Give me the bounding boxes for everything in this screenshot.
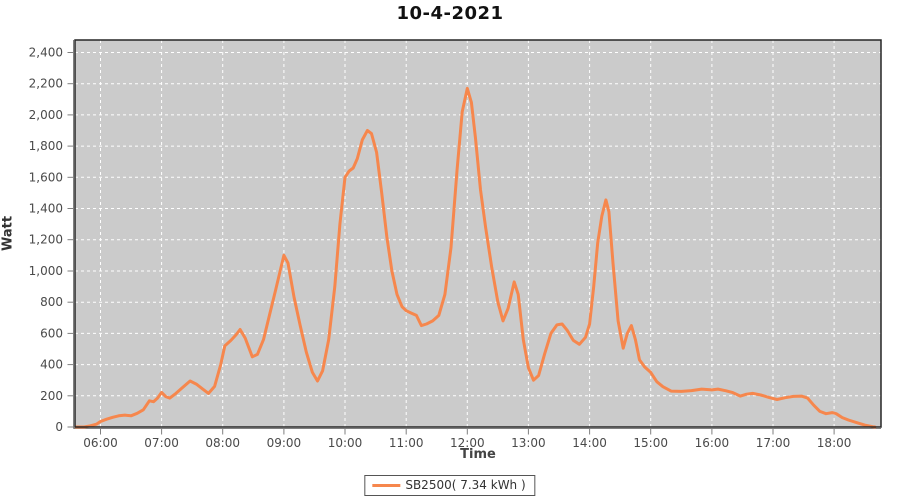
legend-label: SB2500( 7.34 kWh ) xyxy=(405,478,526,492)
x-tick-label: 08:00 xyxy=(205,436,240,450)
y-tick-label: 2,400 xyxy=(29,46,63,60)
y-tick-label: 600 xyxy=(40,326,63,340)
x-tick-label: 16:00 xyxy=(695,436,730,450)
x-tick-label: 11:00 xyxy=(389,436,424,450)
x-tick-label: 10:00 xyxy=(328,436,363,450)
x-axis-title: Time xyxy=(460,447,496,462)
x-tick-label: 13:00 xyxy=(511,436,546,450)
y-tick-label: 2,000 xyxy=(29,108,63,122)
x-tick-label: 17:00 xyxy=(756,436,791,450)
y-tick-label: 400 xyxy=(40,358,63,372)
x-tick-label: 12:00 xyxy=(450,436,485,450)
tick-labels: 0 200 400 600 800 1,000 1,200 1,400 1,600 1,800 2,… xyxy=(29,46,852,451)
x-tick-label: 14:00 xyxy=(572,436,607,450)
gridlines xyxy=(75,40,881,427)
y-tick-label: 1,200 xyxy=(29,233,63,247)
x-tick-label: 09:00 xyxy=(267,436,302,450)
x-tick-label: 06:00 xyxy=(83,436,118,450)
chart-title: 10-4-2021 xyxy=(396,3,504,24)
legend-line-swatch xyxy=(372,483,401,487)
y-tick-label: 2,200 xyxy=(29,77,63,91)
x-tick-label: 07:00 xyxy=(144,436,179,450)
plot-border xyxy=(74,39,882,428)
axes xyxy=(67,40,881,435)
y-tick-label: 1,800 xyxy=(29,139,63,153)
y-tick-label: 1,000 xyxy=(29,264,63,278)
y-axis-title: Watt xyxy=(0,215,16,252)
y-tick-label: 200 xyxy=(40,389,63,403)
x-tick-label: 15:00 xyxy=(633,436,668,450)
y-tick-label: 1,400 xyxy=(29,202,63,216)
plot-background xyxy=(75,40,881,427)
series-line xyxy=(74,86,877,429)
y-tick-label: 0 xyxy=(55,420,63,434)
legend: SB2500( 7.34 kWh ) xyxy=(364,475,536,496)
x-tick-label: 18:00 xyxy=(817,436,852,450)
y-tick-label: 1,600 xyxy=(29,170,63,184)
y-tick-label: 800 xyxy=(40,295,63,309)
